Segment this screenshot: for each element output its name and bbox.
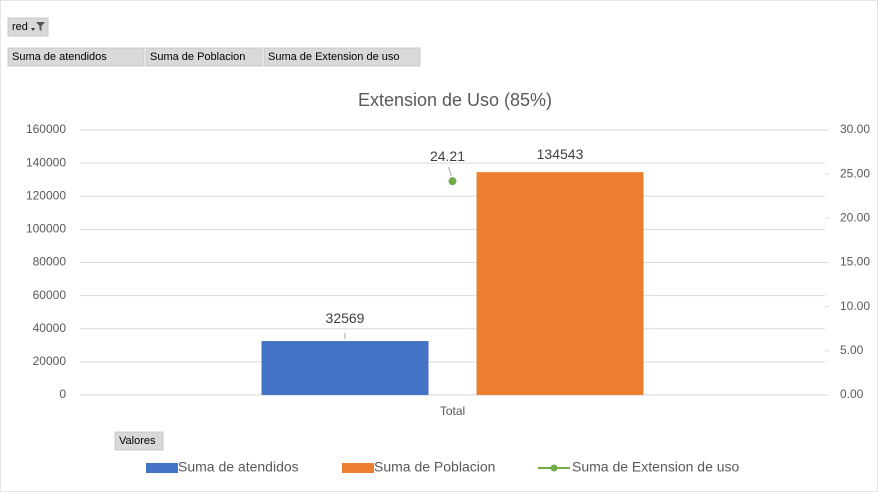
field-button-label: Suma de atendidos <box>12 51 107 63</box>
y-tick-label: 120000 <box>26 188 66 202</box>
values-button-label: Valores <box>119 435 156 447</box>
value-field-buttons: Suma de atendidos Suma de Poblacion Suma d… <box>7 47 421 67</box>
dropdown-icon <box>31 28 35 31</box>
y2-tick-label: 5.00 <box>840 343 864 357</box>
y2-tick-label: 10.00 <box>840 299 870 313</box>
y2-tick-label: 25.00 <box>840 166 870 180</box>
label-leader <box>448 166 452 177</box>
y-tick-label: 40000 <box>33 321 67 335</box>
y-tick-label: 60000 <box>33 288 67 302</box>
field-button[interactable] <box>7 47 145 67</box>
data-label: 24.21 <box>430 148 465 164</box>
field-button-label: Suma de Extension de uso <box>268 51 399 63</box>
legend-marker <box>550 464 558 472</box>
legend-label: Suma de Poblacion <box>374 459 495 475</box>
y-tick-label: 140000 <box>26 155 66 169</box>
legend-swatch <box>146 463 178 473</box>
legend-swatch <box>342 463 374 473</box>
y-tick-label: 20000 <box>33 354 67 368</box>
data-label: 134543 <box>537 146 584 162</box>
bar <box>476 172 644 395</box>
y2-tick-label: 0.00 <box>840 387 864 401</box>
filter-icon <box>36 22 45 31</box>
chart-title: Extension de Uso (85%) <box>358 90 552 110</box>
y2-tick-label: 15.00 <box>840 255 870 269</box>
field-button-label: Suma de Poblacion <box>150 51 245 63</box>
field-button[interactable] <box>145 47 263 67</box>
field-button[interactable] <box>263 47 421 67</box>
y-tick-label: 0 <box>59 387 66 401</box>
bar <box>261 341 429 395</box>
y2-tick-label: 30.00 <box>840 122 870 136</box>
line-point <box>448 177 457 186</box>
y-tick-label: 160000 <box>26 122 66 136</box>
filter-field: red <box>12 21 28 33</box>
y2-tick-label: 20.00 <box>840 211 870 225</box>
data-label: 32569 <box>326 310 365 326</box>
y-tick-label: 100000 <box>26 222 66 236</box>
x-tick-label: Total <box>440 404 465 418</box>
values-button[interactable] <box>114 431 164 451</box>
legend-label: Suma de Extension de uso <box>572 459 740 475</box>
legend-label: Suma de atendidos <box>178 459 299 475</box>
y-tick-label: 80000 <box>33 255 67 269</box>
